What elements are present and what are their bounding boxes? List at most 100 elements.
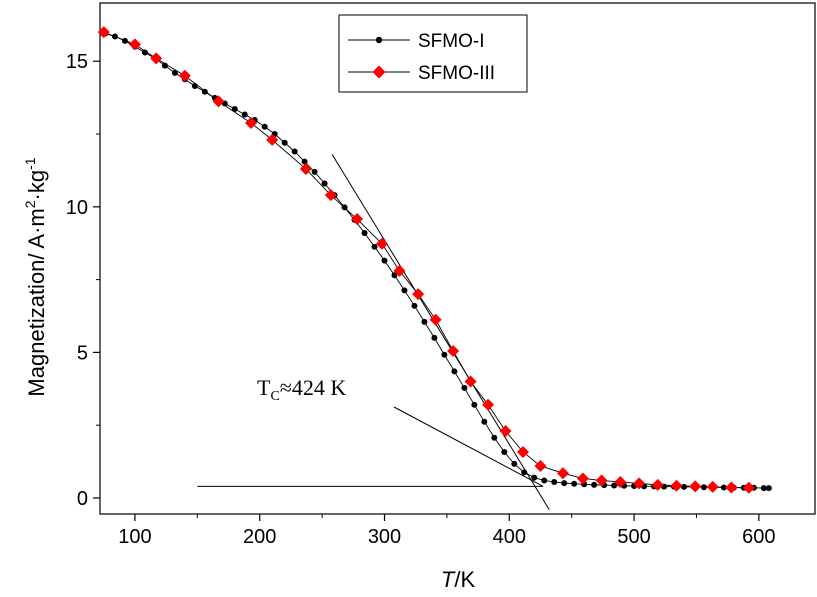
data-point-sfmo-i xyxy=(521,469,528,476)
data-point-sfmo-iii xyxy=(244,116,257,129)
x-tick-label: 300 xyxy=(368,526,401,548)
data-point-sfmo-iii xyxy=(97,26,110,39)
x-axis-title: T/K xyxy=(441,567,476,592)
x-axis-title-unit: /K xyxy=(454,567,475,592)
x-axis-title-var: T xyxy=(441,567,456,592)
data-point-sfmo-i xyxy=(411,302,418,309)
data-point-sfmo-i xyxy=(765,485,772,492)
y-axis-title-sup2: -1 xyxy=(22,157,38,170)
legend-box xyxy=(338,14,528,93)
tc-annotation-sub: C xyxy=(270,389,279,404)
data-point-sfmo-iii xyxy=(670,479,683,492)
data-point-sfmo-i xyxy=(301,158,308,165)
data-point-sfmo-iii xyxy=(128,38,141,51)
data-point-sfmo-i xyxy=(451,368,458,375)
data-point-sfmo-iii xyxy=(556,467,569,480)
legend-marker-sfmo-i xyxy=(375,36,383,44)
data-point-sfmo-i xyxy=(281,139,288,146)
data-point-sfmo-i xyxy=(561,480,568,487)
x-tick-label: 500 xyxy=(617,526,650,548)
data-point-sfmo-i xyxy=(231,105,238,112)
legend-item-sfmo-iii: SFMO-III xyxy=(348,63,495,84)
data-point-sfmo-iii xyxy=(429,313,442,326)
data-point-sfmo-iii xyxy=(499,425,512,438)
data-point-sfmo-iii xyxy=(412,288,425,301)
y-tick-label: 10 xyxy=(66,197,88,219)
data-point-sfmo-i xyxy=(321,180,328,187)
data-point-sfmo-iii xyxy=(742,481,755,494)
tc-annotation: TC≈424 K xyxy=(257,375,346,404)
data-point-sfmo-i xyxy=(371,243,378,250)
data-point-sfmo-i xyxy=(141,49,148,56)
data-point-sfmo-iii xyxy=(324,189,337,202)
data-point-sfmo-i xyxy=(391,272,398,279)
data-point-sfmo-iii xyxy=(534,459,547,472)
y-axis-title: Magnetization/ A·m2·kg-1 xyxy=(22,157,49,396)
data-point-sfmo-iii xyxy=(633,477,646,490)
data-point-sfmo-iii xyxy=(376,237,389,250)
data-point-sfmo-iii xyxy=(150,52,163,65)
data-point-sfmo-i xyxy=(441,351,448,358)
legend-marker-sfmo-iii xyxy=(372,65,386,79)
data-point-sfmo-iii xyxy=(614,475,627,488)
data-point-sfmo-iii xyxy=(517,445,530,458)
data-point-sfmo-iii xyxy=(393,264,406,277)
series-layer xyxy=(97,26,772,494)
data-point-sfmo-i xyxy=(760,485,767,492)
data-point-sfmo-i xyxy=(481,418,488,425)
data-point-sfmo-i xyxy=(680,483,687,490)
data-point-sfmo-i xyxy=(171,69,178,76)
data-point-sfmo-iii xyxy=(725,481,738,494)
x-tick-label: 100 xyxy=(118,526,151,548)
tangent-lines xyxy=(197,154,550,510)
data-point-sfmo-i xyxy=(431,334,438,341)
data-point-sfmo-iii xyxy=(706,480,719,493)
data-point-sfmo-i xyxy=(241,111,248,118)
tc-annotation-main: T xyxy=(257,375,271,400)
data-point-sfmo-i xyxy=(401,287,408,294)
data-point-sfmo-i xyxy=(261,123,268,130)
data-point-sfmo-i xyxy=(311,168,318,175)
data-point-sfmo-i xyxy=(611,482,618,489)
data-point-sfmo-i xyxy=(361,230,368,237)
data-point-sfmo-i xyxy=(501,448,508,455)
x-tick-label: 200 xyxy=(243,526,276,548)
data-point-sfmo-iii xyxy=(576,472,589,485)
data-point-sfmo-i xyxy=(541,477,548,484)
y-tick-label: 0 xyxy=(77,488,88,510)
tangent-line xyxy=(331,154,550,510)
legend: SFMO-I SFMO-III xyxy=(338,14,528,93)
data-point-sfmo-i xyxy=(571,480,578,487)
annotation-arrow xyxy=(393,406,544,487)
data-point-sfmo-i xyxy=(511,460,518,467)
y-tick-label: 15 xyxy=(66,51,88,73)
data-point-sfmo-iii xyxy=(351,213,364,226)
data-point-sfmo-i xyxy=(291,148,298,155)
y-axis-title-sup1: 2 xyxy=(22,200,38,208)
x-tick-label: 600 xyxy=(742,526,775,548)
data-point-sfmo-iii xyxy=(464,375,477,388)
data-point-sfmo-i xyxy=(700,484,707,491)
y-axis-title-main: Magnetization/ A·m xyxy=(24,208,49,396)
data-point-sfmo-i xyxy=(471,401,478,408)
axis-ticks: 100 200 300 400 500 600 0 5 10 15 xyxy=(66,51,776,548)
data-point-sfmo-iii xyxy=(299,162,312,175)
x-tick-label: 400 xyxy=(493,526,526,548)
data-point-sfmo-iii xyxy=(482,398,495,411)
legend-label-sfmo-i: SFMO-I xyxy=(418,31,485,52)
data-point-sfmo-i xyxy=(461,384,468,391)
data-point-sfmo-i xyxy=(381,257,388,264)
data-point-sfmo-i xyxy=(421,318,428,325)
data-point-sfmo-iii xyxy=(266,133,279,146)
data-point-sfmo-i xyxy=(591,481,598,488)
data-point-sfmo-iii xyxy=(595,474,608,487)
data-point-sfmo-i xyxy=(551,478,558,485)
y-tick-label: 5 xyxy=(77,342,88,364)
data-point-sfmo-i xyxy=(491,434,498,441)
series-line-sfmo-iii xyxy=(103,31,749,489)
plot-border xyxy=(99,2,816,515)
data-point-sfmo-iii xyxy=(178,69,191,82)
plot-frame xyxy=(99,2,816,515)
data-point-sfmo-iii xyxy=(447,344,460,357)
legend-item-sfmo-i: SFMO-I xyxy=(348,31,485,52)
